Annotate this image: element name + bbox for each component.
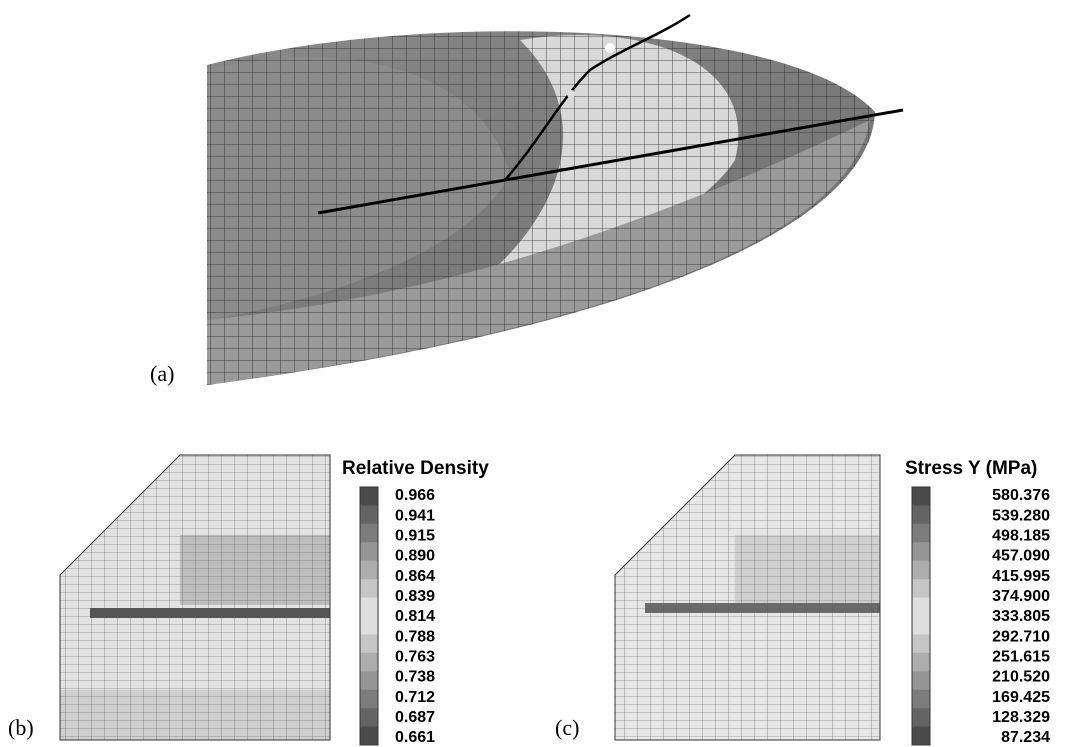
panel-label: (c) xyxy=(555,715,579,740)
legend-swatch xyxy=(912,542,930,561)
legend-value: 539.280 xyxy=(992,507,1050,524)
legend-value: 0.915 xyxy=(395,528,435,545)
legend-swatch xyxy=(360,727,378,746)
legend-value: 0.687 xyxy=(395,709,435,726)
legend-swatch xyxy=(360,561,378,580)
legend-swatch xyxy=(912,579,930,598)
panel-b-mesh xyxy=(60,455,330,740)
legend-swatch xyxy=(912,487,930,506)
legend-value: 457.090 xyxy=(992,548,1050,565)
legend-swatch xyxy=(360,653,378,672)
legend-value: 0.788 xyxy=(395,628,435,645)
figure: (a) (b) Relative Density 0.966 0.941 0.915… xyxy=(0,0,1073,747)
legend: 0.966 0.941 0.915 0.890 0.864 0.839 0.814 0.788… xyxy=(360,487,435,746)
legend-title: Stress Y (MPa) xyxy=(905,458,1037,479)
legend-swatch xyxy=(912,616,930,635)
legend-value: 0.864 xyxy=(395,568,435,585)
legend-value: 0.814 xyxy=(395,608,435,625)
legend-value: 169.425 xyxy=(992,689,1050,706)
legend-swatch xyxy=(912,524,930,543)
legend-value: 415.995 xyxy=(992,568,1050,585)
panel-c-mesh xyxy=(615,455,880,740)
legend-value: 333.805 xyxy=(992,608,1050,625)
legend-value: 210.520 xyxy=(992,669,1050,686)
panel-label: (a) xyxy=(150,361,174,386)
legend-value: 0.890 xyxy=(395,548,435,565)
legend-swatch xyxy=(912,653,930,672)
legend-value: 251.615 xyxy=(992,649,1050,666)
legend-title: Relative Density xyxy=(342,458,489,479)
legend-value: 0.712 xyxy=(395,689,435,706)
legend-swatch xyxy=(360,579,378,598)
legend-value: 0.839 xyxy=(395,588,435,605)
legend-swatch xyxy=(912,561,930,580)
legend-value: 580.376 xyxy=(992,487,1050,504)
legend-swatch xyxy=(912,727,930,746)
legend-value: 498.185 xyxy=(992,528,1050,545)
legend-swatch xyxy=(360,616,378,635)
legend-swatch xyxy=(912,634,930,653)
legend-value: 87.234 xyxy=(1001,729,1050,746)
legend-value: 0.661 xyxy=(395,729,435,746)
legend-swatch xyxy=(912,690,930,709)
legend-value: 128.329 xyxy=(992,709,1050,726)
legend-swatch xyxy=(360,690,378,709)
legend-swatch xyxy=(360,598,378,617)
legend-swatch xyxy=(360,542,378,561)
legend-value: 0.738 xyxy=(395,669,435,686)
legend-swatch xyxy=(360,524,378,543)
legend-value: 0.966 xyxy=(395,487,435,504)
legend-swatch xyxy=(360,487,378,506)
legend-swatch xyxy=(912,708,930,727)
panel-label: (b) xyxy=(8,715,34,740)
legend-swatch xyxy=(360,708,378,727)
legend-value: 0.763 xyxy=(395,649,435,666)
legend-value: 0.941 xyxy=(395,507,435,524)
legend-swatch xyxy=(360,671,378,690)
legend-swatch xyxy=(360,505,378,524)
legend-swatch xyxy=(912,598,930,617)
legend-swatch xyxy=(360,634,378,653)
legend-swatch xyxy=(912,671,930,690)
panel-a-mesh xyxy=(207,15,903,385)
legend-value: 374.900 xyxy=(992,588,1050,605)
legend: 580.376 539.280 498.185 457.090 415.995 374.9… xyxy=(912,487,1050,746)
legend-swatch xyxy=(912,505,930,524)
legend-value: 292.710 xyxy=(992,628,1050,645)
page: {"panels": [ {"label": "(a)"}, {"label":… xyxy=(0,0,1073,747)
